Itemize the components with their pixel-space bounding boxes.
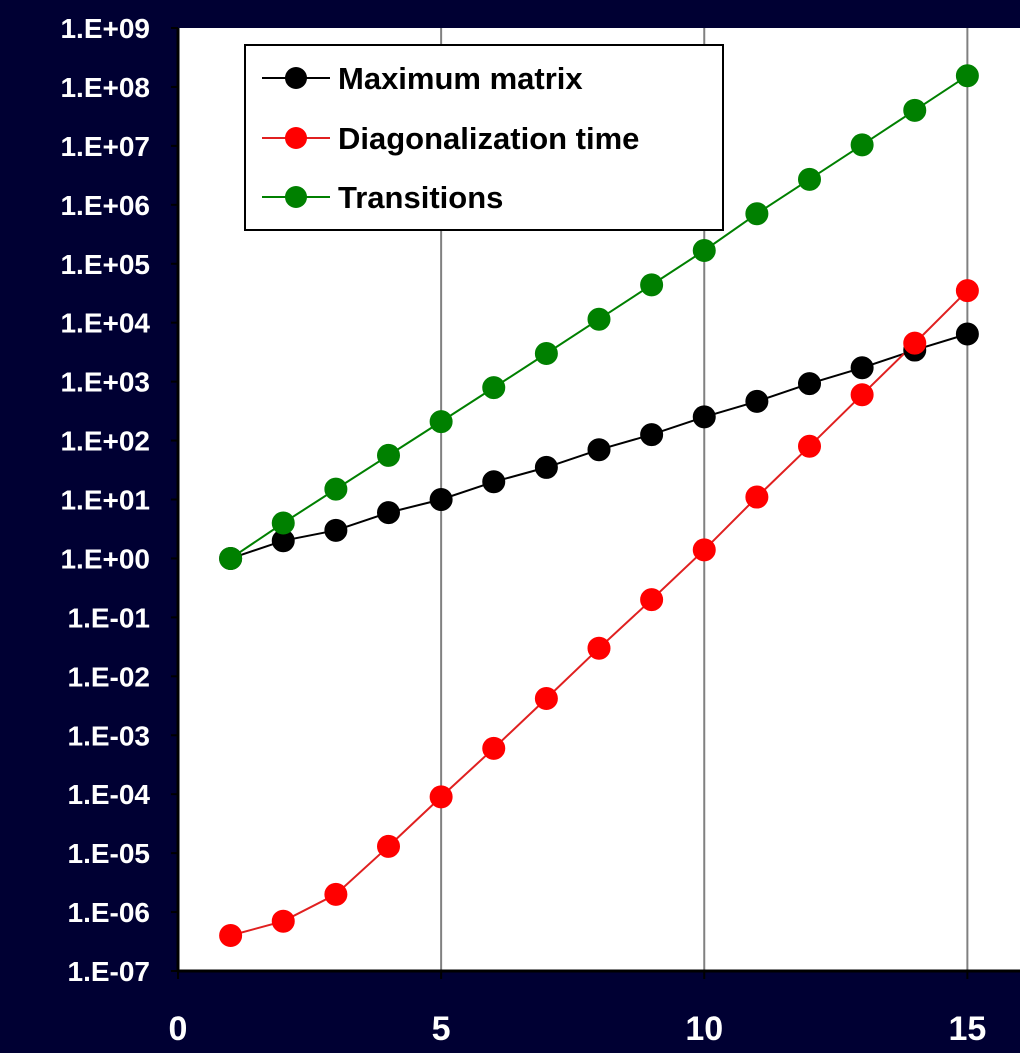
data-point (219, 546, 243, 570)
y-tick-label: 1.E+07 (60, 131, 150, 162)
data-point (271, 909, 295, 933)
data-point (640, 273, 664, 297)
data-point (850, 356, 874, 380)
data-point (745, 389, 769, 413)
data-point (324, 477, 348, 501)
data-point (429, 488, 453, 511)
y-tick-label: 1.E+04 (60, 308, 150, 339)
data-point (692, 238, 716, 262)
legend-label-2: Transitions (338, 180, 503, 215)
y-tick-label: 1.E-05 (68, 838, 151, 869)
data-point (640, 423, 664, 447)
data-point (429, 785, 453, 809)
legend-marker-0 (285, 67, 307, 89)
data-point (534, 455, 558, 479)
data-point (903, 98, 927, 122)
data-point (745, 485, 769, 509)
data-point (798, 167, 821, 191)
data-point (850, 133, 874, 157)
y-tick-label: 1.E+08 (60, 72, 150, 103)
data-point (745, 202, 769, 226)
legend-box (244, 44, 724, 231)
y-tick-labels: 1.E+09 1.E+08 1.E+07 1.E+06 1.E+05 1.E+04 1.E+… (60, 13, 150, 987)
data-point (324, 882, 348, 906)
legend-label-0: Maximum matrix (338, 61, 583, 96)
data-point (587, 636, 611, 660)
data-point (377, 443, 400, 467)
y-tick-label: 1.E+05 (60, 249, 150, 280)
data-point (482, 470, 506, 494)
data-point (955, 64, 979, 88)
data-point (534, 341, 558, 365)
data-point (377, 834, 400, 858)
data-point (587, 438, 611, 462)
x-tick-label: 10 (685, 1010, 723, 1048)
y-tick-label: 1.E+00 (60, 543, 150, 574)
x-tick-label: 0 (169, 1010, 188, 1048)
y-tick-label: 1.E-07 (68, 956, 151, 987)
x-tick-labels: 0 5 10 15 (169, 1010, 987, 1048)
y-tick-label: 1.E+06 (60, 190, 150, 221)
x-tick-label: 15 (948, 1010, 986, 1048)
data-point (534, 687, 558, 711)
data-point (429, 410, 453, 434)
data-point (955, 279, 979, 303)
x-tick-label: 5 (432, 1010, 451, 1048)
series-markers (219, 64, 979, 948)
data-point (324, 518, 348, 542)
legend-marker-2 (285, 186, 307, 208)
data-point (850, 383, 874, 407)
y-tick-label: 1.E+03 (60, 367, 150, 398)
legend: Maximum matrix Diagonalization time Transi… (244, 44, 724, 231)
data-point (955, 322, 979, 346)
y-tick-label: 1.E-01 (68, 602, 151, 633)
data-point (377, 501, 400, 525)
y-tick-label: 1.E+01 (60, 485, 150, 516)
data-point (482, 376, 506, 400)
data-point (219, 924, 243, 948)
y-tick-label: 1.E+02 (60, 426, 150, 457)
data-point (482, 736, 506, 760)
y-tick-label: 1.E+09 (60, 13, 150, 44)
y-tick-label: 1.E-06 (68, 897, 151, 928)
data-point (798, 434, 821, 458)
data-point (692, 405, 716, 429)
axes (171, 27, 1020, 979)
legend-label-1: Diagonalization time (338, 121, 639, 156)
data-point (587, 307, 611, 331)
data-point (271, 511, 295, 535)
data-point (692, 538, 716, 562)
y-tick-label: 1.E-03 (68, 720, 151, 751)
data-point (798, 372, 821, 396)
y-tick-label: 1.E-02 (68, 661, 151, 692)
data-point (640, 588, 664, 612)
y-tick-label: 1.E-04 (68, 779, 151, 810)
data-point (903, 331, 927, 355)
legend-marker-1 (285, 127, 307, 149)
